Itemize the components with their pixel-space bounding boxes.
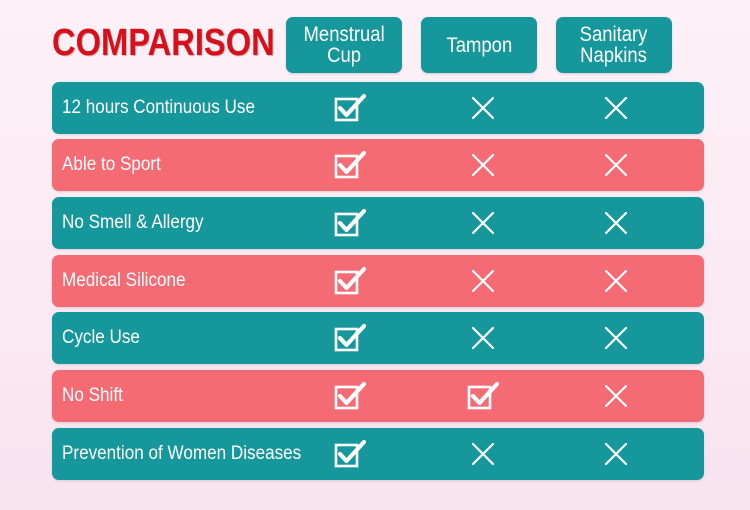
column-header-label: Tampon: [446, 33, 512, 57]
cross-icon-sanitary-napkins: [586, 139, 646, 191]
column-header-label: Menstrual Cup: [303, 23, 385, 67]
row-label: No Smell & Allergy: [62, 212, 204, 233]
check-icon-menstrual-cup: [320, 197, 380, 249]
comparison-row: Prevention of Women Diseases: [52, 428, 704, 480]
cross-icon-tampon: [453, 312, 513, 364]
comparison-row: No Smell & Allergy: [52, 197, 704, 249]
check-icon-menstrual-cup: [320, 255, 380, 307]
comparison-row: 12 hours Continuous Use: [52, 82, 704, 134]
cross-icon-sanitary-napkins: [586, 255, 646, 307]
comparison-row: No Shift: [52, 370, 704, 422]
row-label: Prevention of Women Diseases: [62, 443, 302, 464]
cross-icon-sanitary-napkins: [586, 312, 646, 364]
cross-icon-tampon: [453, 139, 513, 191]
cross-icon-tampon: [453, 428, 513, 480]
row-label: 12 hours Continuous Use: [62, 97, 255, 118]
page-title: COMPARISON: [52, 22, 275, 64]
column-header-sanitary-napkins: Sanitary Napkins: [556, 17, 672, 73]
column-header-label: Sanitary Napkins: [580, 23, 648, 67]
column-header-tampon: Tampon: [421, 17, 537, 73]
check-icon-tampon: [453, 370, 513, 422]
check-icon-menstrual-cup: [320, 312, 380, 364]
comparison-row: Cycle Use: [52, 312, 704, 364]
cross-icon-sanitary-napkins: [586, 370, 646, 422]
cross-icon-sanitary-napkins: [586, 197, 646, 249]
row-label: Cycle Use: [62, 327, 140, 348]
cross-icon-tampon: [453, 197, 513, 249]
cross-icon-tampon: [453, 82, 513, 134]
check-icon-menstrual-cup: [320, 82, 380, 134]
row-label: Medical Silicone: [62, 270, 186, 291]
column-header-menstrual-cup: Menstrual Cup: [286, 17, 402, 73]
check-icon-menstrual-cup: [320, 370, 380, 422]
row-label: No Shift: [62, 385, 123, 406]
check-icon-menstrual-cup: [320, 139, 380, 191]
check-icon-menstrual-cup: [320, 428, 380, 480]
comparison-row: Able to Sport: [52, 139, 704, 191]
row-label: Able to Sport: [62, 154, 161, 175]
cross-icon-tampon: [453, 255, 513, 307]
comparison-row: Medical Silicone: [52, 255, 704, 307]
cross-icon-sanitary-napkins: [586, 428, 646, 480]
cross-icon-sanitary-napkins: [586, 82, 646, 134]
